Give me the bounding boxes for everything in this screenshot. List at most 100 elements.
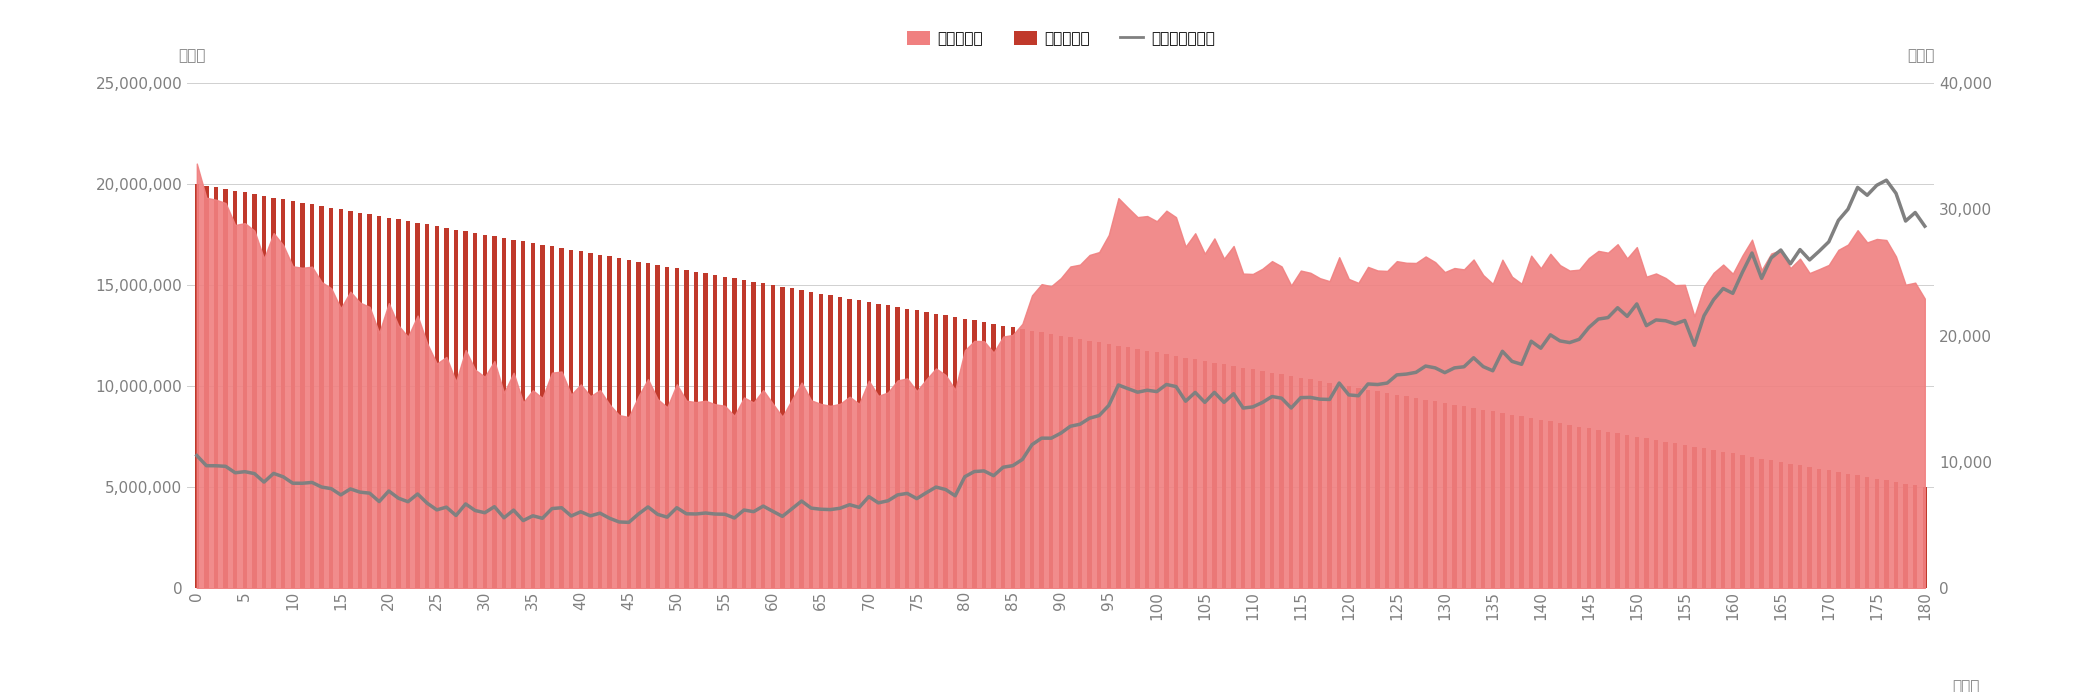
- Bar: [905, 309, 909, 588]
- Bar: [1096, 343, 1102, 588]
- Bar: [262, 196, 266, 588]
- Bar: [1271, 373, 1275, 588]
- Bar: [886, 305, 890, 588]
- Bar: [636, 262, 641, 588]
- Bar: [1701, 448, 1706, 588]
- Bar: [1471, 408, 1477, 588]
- Bar: [1433, 401, 1437, 588]
- Bar: [1481, 410, 1485, 588]
- Bar: [1683, 445, 1687, 588]
- Bar: [1760, 459, 1764, 588]
- Bar: [1568, 425, 1572, 588]
- Bar: [1922, 487, 1926, 588]
- Bar: [1616, 433, 1620, 588]
- Bar: [1529, 418, 1533, 588]
- Bar: [1077, 339, 1082, 588]
- Bar: [1367, 390, 1371, 588]
- Bar: [329, 208, 333, 588]
- Bar: [416, 223, 420, 588]
- Bar: [953, 317, 957, 588]
- Bar: [1895, 482, 1899, 588]
- Bar: [1396, 394, 1400, 588]
- Bar: [1624, 435, 1629, 588]
- Bar: [971, 320, 978, 588]
- Bar: [270, 197, 277, 588]
- Bar: [618, 258, 622, 588]
- Bar: [243, 192, 248, 588]
- Bar: [1664, 441, 1668, 588]
- Bar: [924, 312, 928, 588]
- Bar: [1375, 391, 1379, 588]
- Bar: [626, 260, 630, 588]
- Bar: [982, 322, 986, 588]
- Bar: [1874, 479, 1878, 588]
- Bar: [445, 228, 449, 588]
- Bar: [1741, 455, 1745, 588]
- Bar: [520, 242, 526, 588]
- Bar: [1606, 432, 1610, 588]
- Bar: [1491, 411, 1496, 588]
- Text: （円）: （円）: [179, 48, 206, 63]
- Bar: [674, 268, 678, 588]
- Bar: [1030, 331, 1034, 588]
- Bar: [684, 270, 688, 588]
- Bar: [1423, 399, 1427, 588]
- Bar: [867, 302, 872, 588]
- Bar: [1117, 346, 1121, 588]
- Bar: [204, 185, 208, 588]
- Bar: [1693, 447, 1697, 588]
- Bar: [1231, 366, 1236, 588]
- Bar: [1107, 344, 1111, 588]
- Bar: [1462, 406, 1466, 588]
- Bar: [1146, 351, 1150, 588]
- Bar: [722, 277, 728, 588]
- Bar: [1242, 367, 1246, 588]
- Bar: [743, 280, 747, 588]
- Bar: [820, 293, 824, 588]
- Bar: [196, 184, 200, 588]
- Bar: [838, 297, 842, 588]
- Bar: [589, 253, 593, 588]
- Bar: [857, 300, 861, 588]
- Bar: [310, 204, 314, 588]
- Bar: [1914, 486, 1918, 588]
- Bar: [1202, 361, 1206, 588]
- Bar: [512, 239, 516, 588]
- Bar: [1884, 480, 1889, 588]
- Bar: [1069, 337, 1073, 588]
- Bar: [1308, 379, 1312, 588]
- Bar: [1731, 453, 1735, 588]
- Bar: [1260, 371, 1265, 588]
- Bar: [1011, 327, 1015, 588]
- Bar: [655, 265, 659, 588]
- Bar: [915, 310, 919, 588]
- Bar: [223, 189, 229, 588]
- Bar: [1048, 334, 1052, 588]
- Bar: [1778, 462, 1783, 588]
- Bar: [695, 272, 699, 588]
- Bar: [1539, 420, 1543, 588]
- Bar: [1165, 354, 1169, 588]
- Bar: [376, 216, 381, 588]
- Bar: [1136, 349, 1140, 588]
- Legend: 殘高（左）, 口数（左）, 基準価額（右）: 殘高（左）, 口数（左）, 基準価額（右）: [901, 25, 1221, 53]
- Bar: [1500, 413, 1504, 588]
- Bar: [541, 245, 545, 588]
- Bar: [1221, 364, 1227, 588]
- Bar: [1298, 378, 1302, 588]
- Bar: [963, 319, 967, 588]
- Bar: [1290, 376, 1294, 588]
- Bar: [1088, 340, 1092, 588]
- Bar: [453, 230, 458, 588]
- Bar: [560, 248, 564, 588]
- Bar: [501, 238, 505, 588]
- Bar: [666, 266, 670, 588]
- Bar: [368, 215, 372, 588]
- Bar: [252, 194, 256, 588]
- Bar: [472, 233, 476, 588]
- Bar: [291, 201, 295, 588]
- Bar: [1587, 428, 1591, 588]
- Bar: [464, 231, 468, 588]
- Bar: [387, 218, 391, 588]
- Bar: [1808, 467, 1812, 588]
